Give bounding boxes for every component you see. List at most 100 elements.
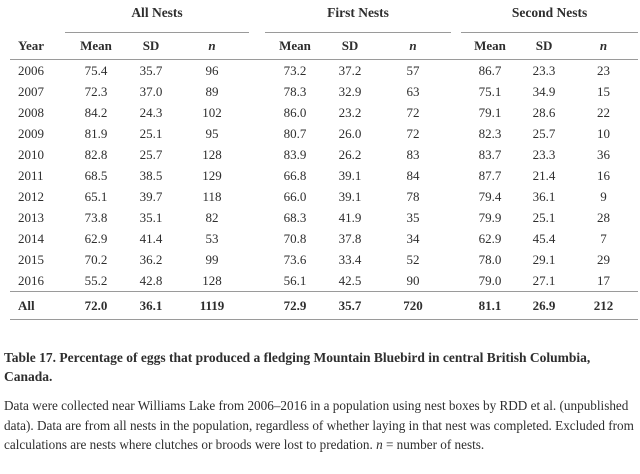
value-cell: 24.3	[139, 104, 163, 120]
value-cell: 79.0	[478, 272, 502, 288]
column-header-row: Year Mean SD n Mean SD n Mean SD n	[10, 32, 639, 60]
year-cell: 2013	[18, 209, 44, 225]
value-cell: 79.4	[478, 188, 502, 204]
first-sd-header: SD	[325, 32, 375, 60]
spacer-cell	[249, 228, 265, 249]
value-cell: 70.8	[283, 230, 307, 246]
table-row: 2015 70.2 36.2 99 73.6 33.4 52 78.0 29.1 29	[10, 249, 638, 270]
value-cell: 36.2	[139, 251, 163, 267]
value-cell: 73.2	[283, 62, 307, 78]
value-cell: 84	[406, 167, 420, 183]
value-cell: 23.3	[532, 146, 556, 162]
table-row: 2011 68.5 38.5 129 66.8 39.1 84 87.7 21.4 16	[10, 165, 638, 186]
value-cell: 36.1	[127, 291, 175, 320]
table-row: 2010 82.8 25.7 128 83.9 26.2 83 83.7 23.3 36	[10, 144, 638, 165]
value-cell: 72	[406, 125, 420, 141]
value-cell: 7	[600, 230, 607, 246]
spacer-cell	[451, 228, 461, 249]
table-caption-body: Data were collected near Williams Lake f…	[4, 396, 638, 455]
spacer-cell	[249, 123, 265, 144]
value-cell: 35	[406, 209, 420, 225]
value-cell: 34.9	[532, 83, 556, 99]
value-cell: 39.1	[338, 188, 362, 204]
value-cell: 72.0	[65, 291, 127, 320]
value-cell: 57	[406, 62, 420, 78]
total-label-cell: All	[10, 291, 65, 320]
value-cell: 78.3	[283, 83, 307, 99]
spacer-cell	[249, 60, 265, 82]
spacer-cell	[249, 291, 265, 320]
year-cell: 2011	[18, 167, 44, 183]
group-header-all-nests: All Nests	[65, 2, 249, 33]
year-cell: 2010	[18, 146, 44, 162]
value-cell: 62.9	[478, 230, 502, 246]
group-header-second-nests: Second Nests	[461, 2, 639, 33]
value-cell: 22	[597, 104, 611, 120]
value-cell: 23.3	[532, 62, 556, 78]
group-header-first-nests: First Nests	[265, 2, 452, 33]
value-cell: 26.2	[338, 146, 362, 162]
table-row: 2012 65.1 39.7 118 66.0 39.1 78 79.4 36.1 9	[10, 186, 638, 207]
first-n-header: n	[375, 32, 452, 60]
value-cell: 35.7	[325, 291, 375, 320]
value-cell: 96	[205, 62, 219, 78]
value-cell: 1119	[175, 291, 249, 320]
spacer-cell	[249, 81, 265, 102]
value-cell: 36.1	[532, 188, 556, 204]
spacer-cell	[451, 123, 461, 144]
spacer-cell	[249, 32, 265, 60]
spacer-cell	[451, 291, 462, 320]
n-symbol: n	[376, 437, 383, 452]
value-cell: 55.2	[84, 272, 108, 288]
table-row: 2009 81.9 25.1 95 80.7 26.0 72 82.3 25.7 10	[10, 123, 638, 144]
value-cell: 72.3	[84, 83, 108, 99]
value-cell: 73.8	[84, 209, 108, 225]
spacer-cell	[451, 270, 461, 292]
value-cell: 83.9	[283, 146, 307, 162]
all-n-header: n	[175, 32, 249, 60]
value-cell: 37.0	[139, 83, 163, 99]
value-cell: 32.9	[338, 83, 362, 99]
value-cell: 118	[202, 188, 222, 204]
spacer-cell	[451, 60, 461, 82]
value-cell: 73.6	[283, 251, 307, 267]
value-cell: 81.1	[461, 291, 520, 320]
spacer-cell	[249, 186, 265, 207]
second-n-header: n	[569, 32, 639, 60]
value-cell: 35.7	[139, 62, 163, 78]
year-cell: 2007	[18, 83, 44, 99]
caption-body-tail: = number of nests.	[382, 437, 485, 452]
table-row: 2013 73.8 35.1 82 68.3 41.9 35 79.9 25.1 28	[10, 207, 638, 228]
value-cell: 79.9	[478, 209, 502, 225]
value-cell: 28	[597, 209, 611, 225]
value-cell: 128	[202, 272, 222, 288]
value-cell: 90	[406, 272, 420, 288]
table-row: 2014 62.9 41.4 53 70.8 37.8 34 62.9 45.4 7	[10, 228, 638, 249]
value-cell: 26.0	[338, 125, 362, 141]
value-cell: 39.1	[338, 167, 362, 183]
spacer-cell	[249, 270, 265, 292]
spacer-cell	[249, 165, 265, 186]
value-cell: 87.7	[478, 167, 502, 183]
results-table: All Nests First Nests Second Nests Year …	[10, 2, 639, 320]
first-mean-header: Mean	[265, 32, 325, 60]
all-sd-header: SD	[127, 32, 175, 60]
value-cell: 23.2	[338, 104, 362, 120]
value-cell: 63	[406, 83, 420, 99]
value-cell: 75.1	[478, 83, 502, 99]
value-cell: 25.1	[532, 209, 556, 225]
value-cell: 99	[205, 251, 219, 267]
value-cell: 17	[597, 272, 611, 288]
value-cell: 42.8	[139, 272, 163, 288]
value-cell: 45.4	[532, 230, 556, 246]
value-cell: 42.5	[338, 272, 362, 288]
caption-title-text: Table 17. Percentage of eggs that produc…	[4, 350, 591, 384]
group-header-row: All Nests First Nests Second Nests	[10, 2, 639, 33]
value-cell: 37.2	[338, 62, 362, 78]
value-cell: 102	[202, 104, 222, 120]
value-cell: 95	[205, 125, 219, 141]
second-mean-header: Mean	[461, 32, 520, 60]
value-cell: 16	[597, 167, 611, 183]
value-cell: 72.9	[265, 291, 325, 320]
spacer-cell	[451, 207, 461, 228]
